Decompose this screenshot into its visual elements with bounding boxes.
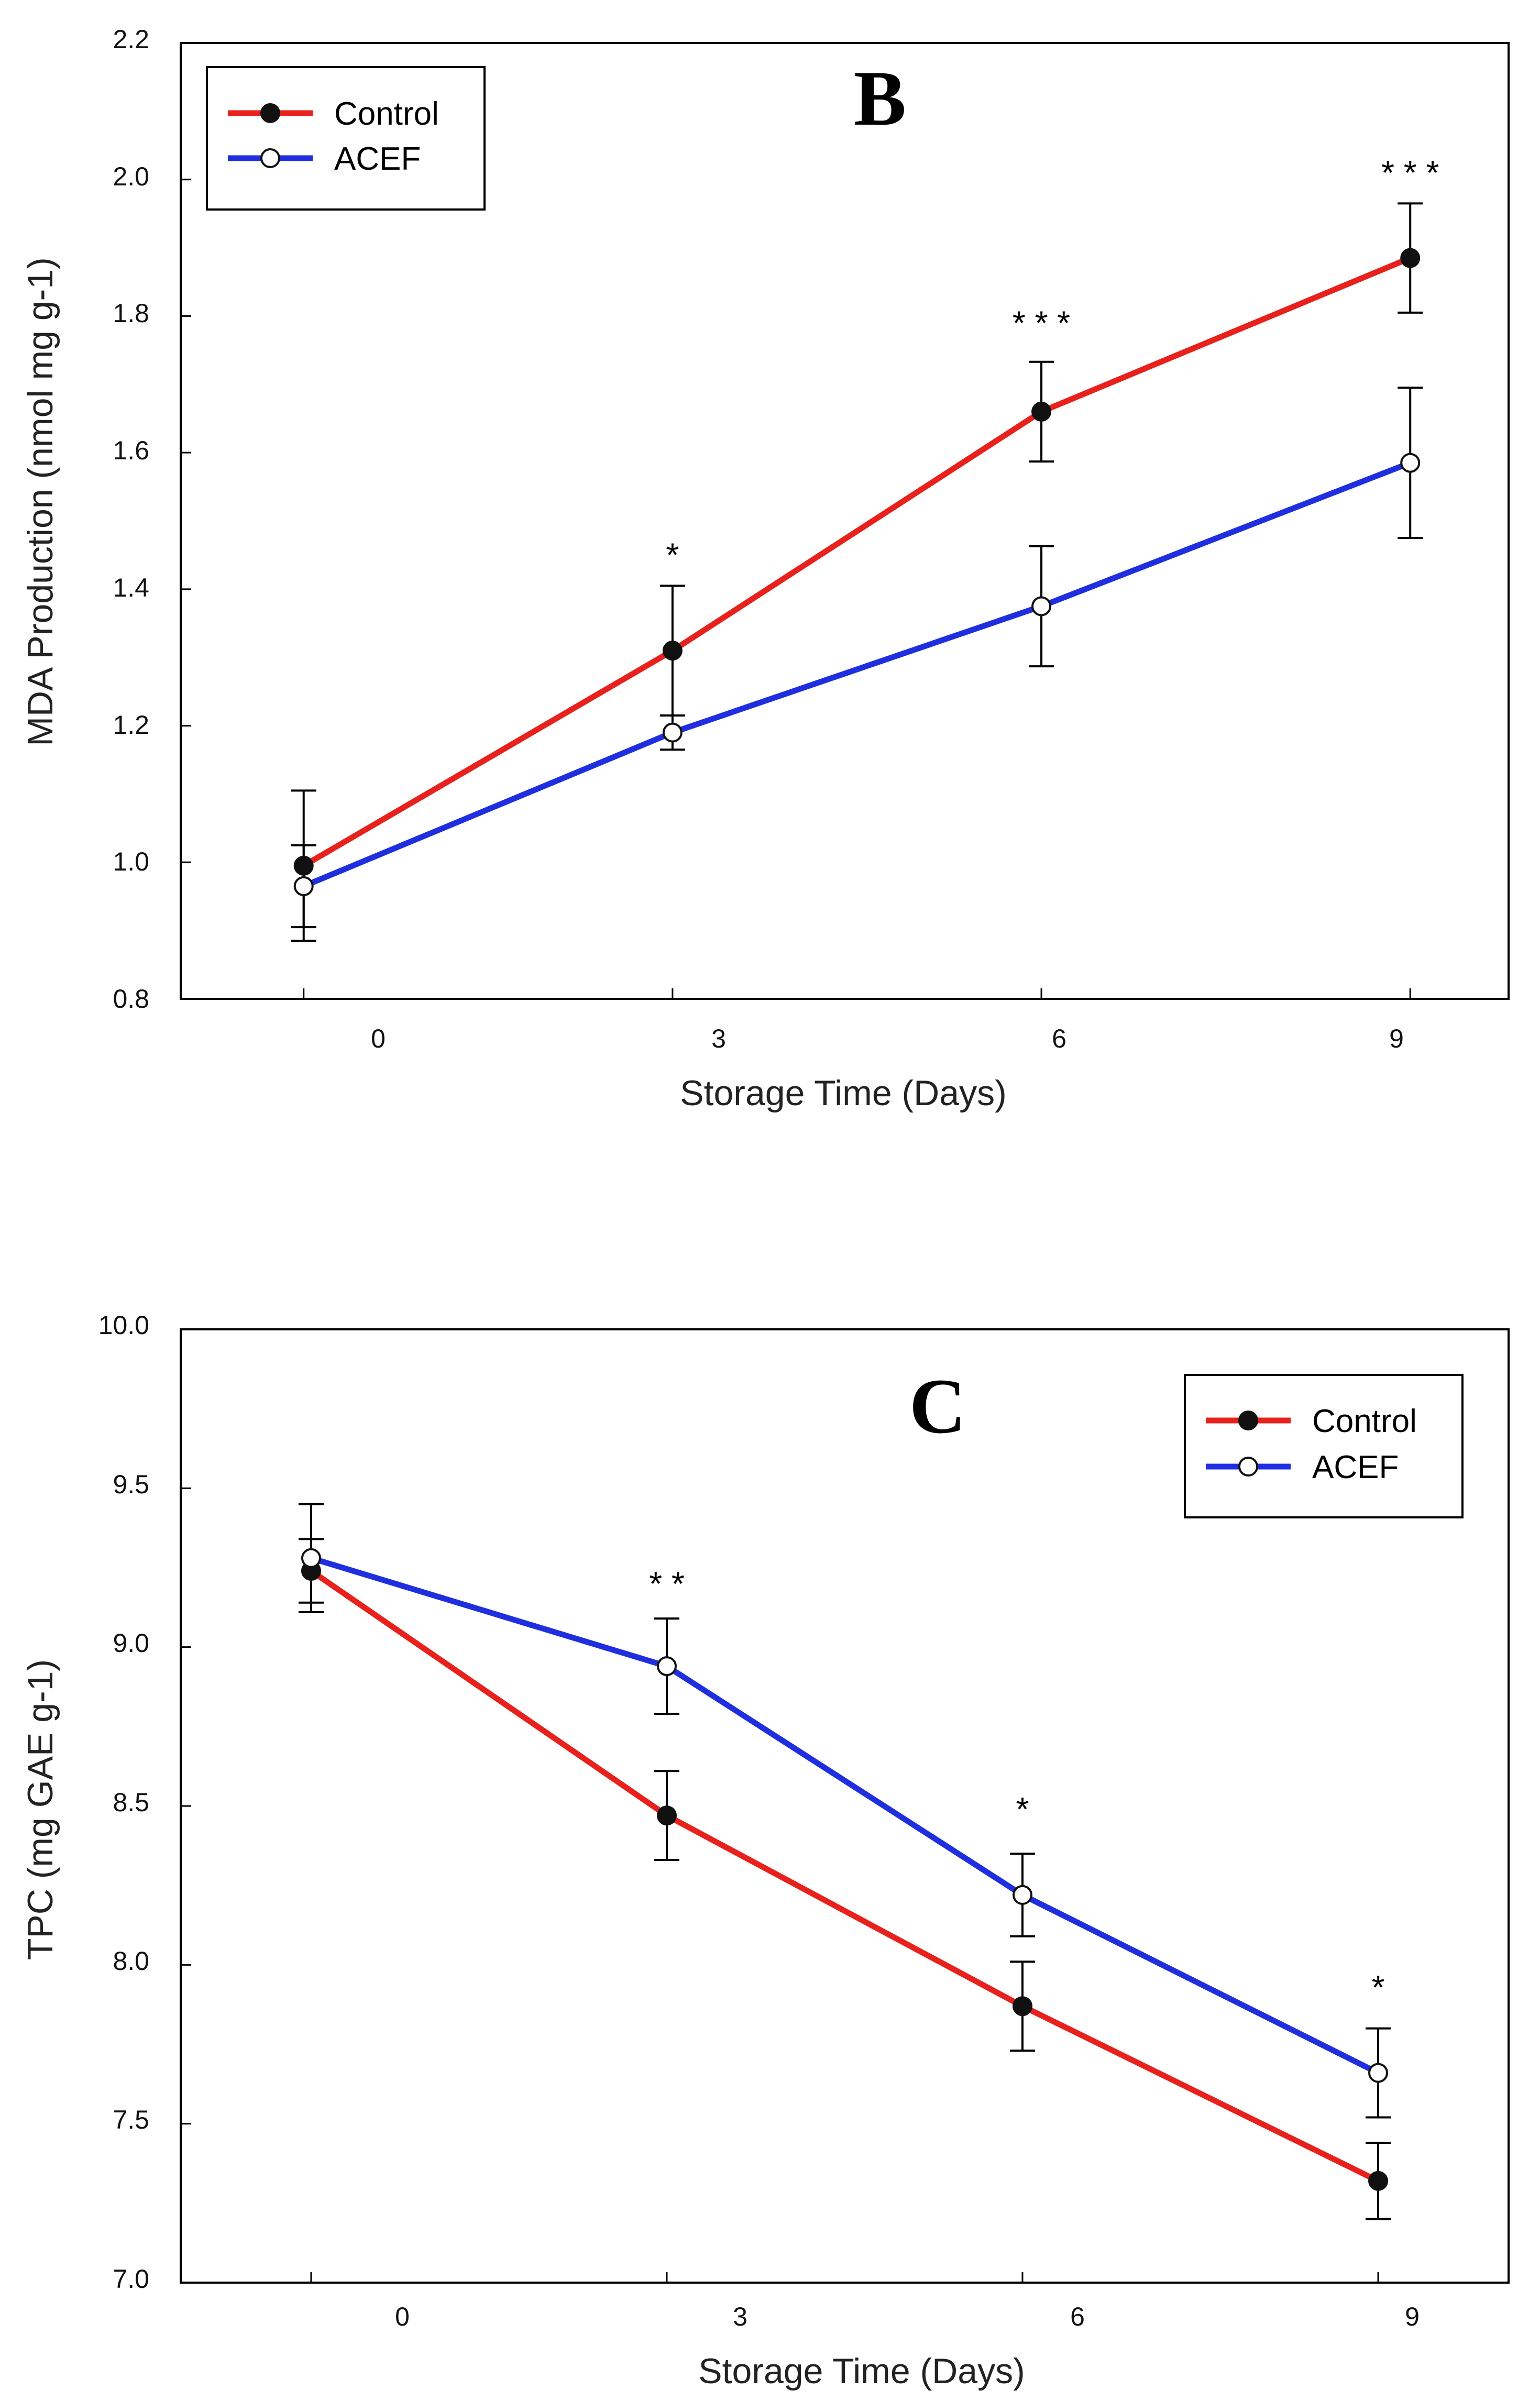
panel-b-plot-area: * * * * * * * bbox=[181, 42, 1439, 1000]
panel-c-control-point bbox=[656, 1805, 677, 1826]
legend-acef-label: ACEF bbox=[334, 141, 421, 177]
panel-b-legend: Control ACEF bbox=[206, 66, 486, 211]
legend-control-label: Control bbox=[334, 96, 439, 132]
panel-b-y-tick-label: 0.8 bbox=[113, 984, 149, 1014]
panel-b-x-axis: 0 3 6 9 bbox=[371, 1024, 1404, 1053]
legend-control-label: Control bbox=[1312, 1403, 1417, 1439]
panel-c-y-tick-label: 7.0 bbox=[113, 2264, 149, 2294]
panel-c-significance-marker: * bbox=[1016, 1790, 1029, 1828]
panel-c-y-axis: 7.0 7.5 8.0 8.5 9.0 9.5 10.0 bbox=[98, 1310, 149, 2294]
panel-b-control-point bbox=[662, 641, 683, 661]
panel-b-significance-marker: * bbox=[666, 536, 679, 574]
panel-b-acef-point bbox=[293, 876, 314, 896]
panel-c-significance-marker: * bbox=[1372, 1968, 1385, 2006]
panel-c-y-tick-label: 10.0 bbox=[98, 1310, 149, 1340]
panel-b-control-point bbox=[1031, 401, 1052, 422]
panel-b-letter: B bbox=[854, 55, 906, 142]
panel-c-legend-box bbox=[1184, 1374, 1464, 1518]
legend-control-marker bbox=[1238, 1411, 1258, 1430]
panel-b-legend-box bbox=[206, 66, 486, 211]
panel-c-frame bbox=[180, 1328, 1510, 2284]
panel-b-acef-point bbox=[1400, 453, 1421, 473]
panel-c-x-tick-label: 6 bbox=[1070, 2302, 1085, 2331]
panel-b-x-axis-title: Storage Time (Days) bbox=[680, 1073, 1007, 1113]
panel-b-series-control-line bbox=[301, 255, 1413, 869]
legend-acef-marker bbox=[1238, 1457, 1258, 1477]
panel-b-y-tick-label: 1.4 bbox=[113, 573, 149, 602]
panel-c-x-tick-label: 9 bbox=[1405, 2302, 1420, 2331]
panel-c-series-control-line bbox=[308, 1568, 1381, 2184]
panel-c-y-tick-label: 8.0 bbox=[113, 1946, 149, 1976]
panel-b-y-tick-label: 1.6 bbox=[113, 436, 149, 465]
panel-c-chart: 7.0 7.5 8.0 8.5 9.0 9.5 10.0 0 3 6 9 Sto… bbox=[20, 1310, 1510, 2391]
panel-b-control-point bbox=[293, 855, 314, 876]
panel-c-y-tick-label: 9.0 bbox=[113, 1628, 149, 1658]
panel-c-series-acef-line bbox=[308, 1555, 1381, 2076]
panel-b-significance-marker: * * * bbox=[1381, 154, 1439, 192]
panel-b-x-tick-label: 9 bbox=[1389, 1024, 1404, 1053]
panel-b-acef-point bbox=[662, 722, 683, 743]
panel-c-acef-point bbox=[1013, 1885, 1033, 1905]
legend-control-marker bbox=[260, 103, 280, 123]
panel-b-y-tick-label: 1.2 bbox=[113, 710, 149, 740]
panel-c-y-tick-label: 8.5 bbox=[113, 1788, 149, 1817]
panel-b-y-axis-title: MDA Production (nmol mg g-1) bbox=[20, 257, 60, 746]
legend-acef-label: ACEF bbox=[1312, 1449, 1399, 1485]
legend-acef-marker bbox=[260, 148, 280, 168]
panel-b-x-tick-label: 3 bbox=[711, 1024, 726, 1053]
panel-c-significance-marker: * * bbox=[649, 1565, 685, 1602]
panel-c-y-axis-title: TPC (mg GAE g-1) bbox=[20, 1659, 60, 1960]
panel-c-acef-point bbox=[1368, 2063, 1389, 2083]
panel-c-x-axis-title: Storage Time (Days) bbox=[698, 2351, 1025, 2391]
panel-c-x-tick-label: 0 bbox=[395, 2302, 410, 2331]
panel-b-x-tick-label: 6 bbox=[1052, 1024, 1066, 1053]
panel-c-letter: C bbox=[909, 1363, 966, 1450]
panel-b-y-tick-label: 2.0 bbox=[113, 162, 149, 191]
panel-c-control-point bbox=[1013, 1996, 1033, 2017]
panel-c-acef-point bbox=[656, 1656, 677, 1677]
panel-c-acef-point bbox=[301, 1548, 321, 1568]
panel-b-acef-point bbox=[1031, 596, 1052, 616]
panel-b-frame bbox=[180, 42, 1510, 1000]
panel-b-y-axis: 0.8 1.0 1.2 1.4 1.6 1.8 2.0 2.2 bbox=[113, 25, 149, 1014]
panel-c-x-axis: 0 3 6 9 bbox=[395, 2302, 1420, 2331]
panel-b-significance-marker: * * * bbox=[1013, 304, 1070, 342]
panel-b-control-point bbox=[1400, 248, 1421, 268]
panel-c-legend: Control ACEF bbox=[1184, 1374, 1464, 1518]
panel-b-series-acef-line bbox=[301, 460, 1413, 889]
panel-b-x-tick-label: 0 bbox=[371, 1024, 386, 1053]
panel-c-y-tick-label: 7.5 bbox=[113, 2105, 149, 2134]
panel-b-y-tick-label: 1.8 bbox=[113, 299, 149, 328]
panel-b-y-tick-label: 1.0 bbox=[113, 847, 149, 876]
panel-b-y-tick-label: 2.2 bbox=[113, 25, 149, 54]
panel-c-y-tick-label: 9.5 bbox=[113, 1470, 149, 1499]
panel-b-chart: 0.8 1.0 1.2 1.4 1.6 1.8 2.0 2.2 0 3 6 9 … bbox=[20, 25, 1510, 1113]
panel-c-x-tick-label: 3 bbox=[733, 2302, 747, 2331]
panel-c-control-point bbox=[1368, 2171, 1389, 2191]
